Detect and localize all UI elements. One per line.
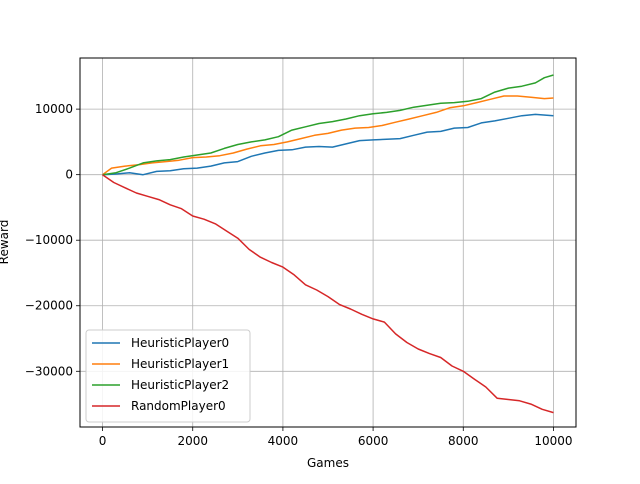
series-line-heuristicplayer0 [102,113,554,176]
y-tick-label: −30000 [25,364,73,378]
grid-lines [80,58,576,427]
axis-ticks: 0 2000 4000 6000 8000 10000 −30000 −20000 −10000… [25,102,573,448]
series-lines [102,74,554,414]
plot-frame [79,57,577,428]
x-tick-label: 0 [99,434,107,448]
x-tick-label: 2000 [177,434,208,448]
x-tick-label: 6000 [358,434,389,448]
y-tick-label: 0 [65,168,73,182]
legend-label: HeuristicPlayer2 [131,378,229,392]
y-tick-label: −20000 [25,299,73,313]
x-tick-label: 4000 [268,434,299,448]
y-tick-label: −10000 [25,233,73,247]
x-tick-label: 8000 [448,434,479,448]
legend-label: HeuristicPlayer1 [131,357,229,371]
legend-label: HeuristicPlayer0 [131,336,229,350]
legend-label: RandomPlayer0 [131,399,226,413]
y-axis-label: Reward [0,220,11,265]
legend: HeuristicPlayer0 HeuristicPlayer1 Heuristi… [85,329,251,423]
y-tick-label: 10000 [35,102,73,116]
legend-box [85,329,251,423]
x-axis-label: Games [307,456,349,470]
series-line-heuristicplayer2 [102,74,554,176]
series-line-heuristicplayer1 [102,95,554,176]
series-line-randomplayer0 [102,174,554,414]
x-tick-label: 10000 [534,434,572,448]
